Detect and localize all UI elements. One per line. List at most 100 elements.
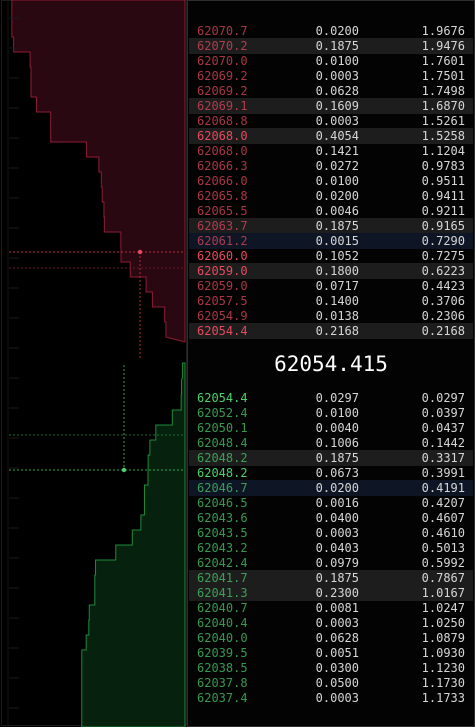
bid-row[interactable]: 62041.7 0.1875 0.7867 [189, 570, 473, 586]
bid-price: 62046.5 [197, 496, 248, 510]
ask-row[interactable]: 62065.8 0.0200 0.9411 [189, 188, 473, 204]
ask-row[interactable]: 62059.0 0.1800 0.6223 [189, 263, 473, 279]
bid-qty: 0.0003 [315, 526, 359, 540]
ask-price: 62054.4 [197, 324, 248, 338]
ask-qty: 0.1875 [315, 219, 359, 233]
ask-total: 0.7275 [421, 249, 465, 263]
ask-row[interactable]: 62066.0 0.0100 0.9511 [189, 173, 473, 189]
ask-price: 62069.2 [197, 84, 248, 98]
ask-qty: 0.1421 [315, 144, 359, 158]
ask-qty: 0.0138 [315, 309, 359, 323]
ask-row[interactable]: 62068.0 0.1421 1.1204 [189, 143, 473, 159]
bid-total: 0.3317 [421, 451, 465, 465]
bid-total: 1.1230 [421, 661, 465, 675]
bid-row[interactable]: 62043.6 0.0400 0.4607 [189, 510, 473, 526]
bid-qty: 0.1875 [315, 451, 359, 465]
ask-price: 62054.9 [197, 309, 248, 323]
bid-total: 1.1733 [421, 691, 465, 705]
ask-total: 1.7498 [421, 84, 465, 98]
bid-row[interactable]: 62043.2 0.0403 0.5013 [189, 540, 473, 556]
ask-total: 1.5261 [421, 114, 465, 128]
bid-row[interactable]: 62046.5 0.0016 0.4207 [189, 495, 473, 511]
ask-total: 0.9783 [421, 159, 465, 173]
ask-price: 62068.0 [197, 129, 248, 143]
bid-row[interactable]: 62050.1 0.0040 0.0437 [189, 420, 473, 436]
bid-row[interactable]: 62048.2 0.0673 0.3991 [189, 465, 473, 481]
ask-price: 62066.0 [197, 174, 248, 188]
ask-row[interactable]: 62054.9 0.0138 0.2306 [189, 308, 473, 324]
bid-row[interactable]: 62041.3 0.2300 1.0167 [189, 585, 473, 601]
ask-row[interactable]: 62069.1 0.1609 1.6870 [189, 98, 473, 114]
ask-depth-area [11, 0, 186, 343]
mid-price: 62054.415 [274, 352, 388, 376]
bid-total: 1.1730 [421, 676, 465, 690]
ask-row[interactable]: 62066.3 0.0272 0.9783 [189, 158, 473, 174]
bid-depth-area [81, 362, 186, 727]
bid-row[interactable]: 62039.5 0.0051 1.0930 [189, 645, 473, 661]
ask-total: 0.2306 [421, 309, 465, 323]
bid-row[interactable]: 62042.4 0.0979 0.5992 [189, 555, 473, 571]
bid-qty: 0.0500 [315, 676, 359, 690]
ask-qty: 0.1800 [315, 264, 359, 278]
ask-row[interactable]: 62069.2 0.0003 1.7501 [189, 68, 473, 84]
bid-qty: 0.0003 [315, 691, 359, 705]
ask-price: 62070.0 [197, 54, 248, 68]
ask-row[interactable]: 62070.2 0.1875 1.9476 [189, 38, 473, 54]
ask-price: 62069.2 [197, 69, 248, 83]
ask-qty: 0.0003 [315, 114, 359, 128]
ask-row[interactable]: 62057.5 0.1400 0.3706 [189, 293, 473, 309]
ask-total: 1.5258 [421, 129, 465, 143]
bid-row[interactable]: 62054.4 0.0297 0.0297 [189, 390, 473, 406]
ask-row[interactable]: 62069.2 0.0628 1.7498 [189, 83, 473, 99]
ask-qty: 0.0046 [315, 204, 359, 218]
ask-row[interactable]: 62068.0 0.4054 1.5258 [189, 128, 473, 144]
bid-row[interactable]: 62052.4 0.0100 0.0397 [189, 405, 473, 421]
bid-qty: 0.0016 [315, 496, 359, 510]
ask-total: 0.6223 [421, 264, 465, 278]
bid-row[interactable]: 62040.7 0.0081 1.0247 [189, 600, 473, 616]
bid-price: 62039.5 [197, 646, 248, 660]
bid-price: 62048.2 [197, 466, 248, 480]
ask-row[interactable]: 62059.0 0.0717 0.4423 [189, 278, 473, 294]
bid-row[interactable]: 62037.4 0.0003 1.1733 [189, 690, 473, 706]
ask-row[interactable]: 62065.5 0.0046 0.9211 [189, 203, 473, 219]
ask-row[interactable]: 62070.7 0.0200 1.9676 [189, 23, 473, 39]
ask-row[interactable]: 62068.8 0.0003 1.5261 [189, 113, 473, 129]
bid-price: 62048.2 [197, 451, 248, 465]
ask-total: 0.4423 [421, 279, 465, 293]
ask-price: 62060.0 [197, 249, 248, 263]
bid-row[interactable]: 62048.2 0.1875 0.3317 [189, 450, 473, 466]
bid-price: 62037.8 [197, 676, 248, 690]
bid-qty: 0.0003 [315, 616, 359, 630]
ask-row[interactable]: 62061.2 0.0015 0.7290 [189, 233, 473, 249]
bid-row[interactable]: 62040.0 0.0628 1.0879 [189, 630, 473, 646]
bid-row[interactable]: 62046.7 0.0200 0.4191 [189, 480, 473, 496]
bid-qty: 0.0297 [315, 391, 359, 405]
bid-qty: 0.0081 [315, 601, 359, 615]
ask-row[interactable]: 62063.7 0.1875 0.9165 [189, 218, 473, 234]
bid-qty: 0.0051 [315, 646, 359, 660]
ask-qty: 0.1400 [315, 294, 359, 308]
ask-row[interactable]: 62060.0 0.1052 0.7275 [189, 248, 473, 264]
bid-row[interactable]: 62037.8 0.0500 1.1730 [189, 675, 473, 691]
ask-row[interactable]: 62070.0 0.0100 1.7601 [189, 53, 473, 69]
bid-qty: 0.2300 [315, 586, 359, 600]
bid-total: 0.3991 [421, 466, 465, 480]
ask-total: 0.2168 [421, 324, 465, 338]
ask-price: 62061.2 [197, 234, 248, 248]
ask-row[interactable]: 62054.4 0.2168 0.2168 [189, 323, 473, 339]
bid-total: 1.0930 [421, 646, 465, 660]
bid-price: 62054.4 [197, 391, 248, 405]
ask-qty: 0.0200 [315, 189, 359, 203]
bid-row[interactable]: 62048.4 0.1006 0.1442 [189, 435, 473, 451]
order-book: 62070.7 0.0200 1.9676 62070.2 0.1875 1.9476 62… [187, 0, 475, 727]
bid-total: 0.7867 [421, 571, 465, 585]
ask-price: 62068.8 [197, 114, 248, 128]
ask-qty: 0.0272 [315, 159, 359, 173]
bid-price: 62050.1 [197, 421, 248, 435]
bid-row[interactable]: 62040.4 0.0003 1.0250 [189, 615, 473, 631]
bid-price: 62040.7 [197, 601, 248, 615]
bid-row[interactable]: 62043.5 0.0003 0.4610 [189, 525, 473, 541]
bid-row[interactable]: 62038.5 0.0300 1.1230 [189, 660, 473, 676]
ask-qty: 0.0200 [315, 24, 359, 38]
